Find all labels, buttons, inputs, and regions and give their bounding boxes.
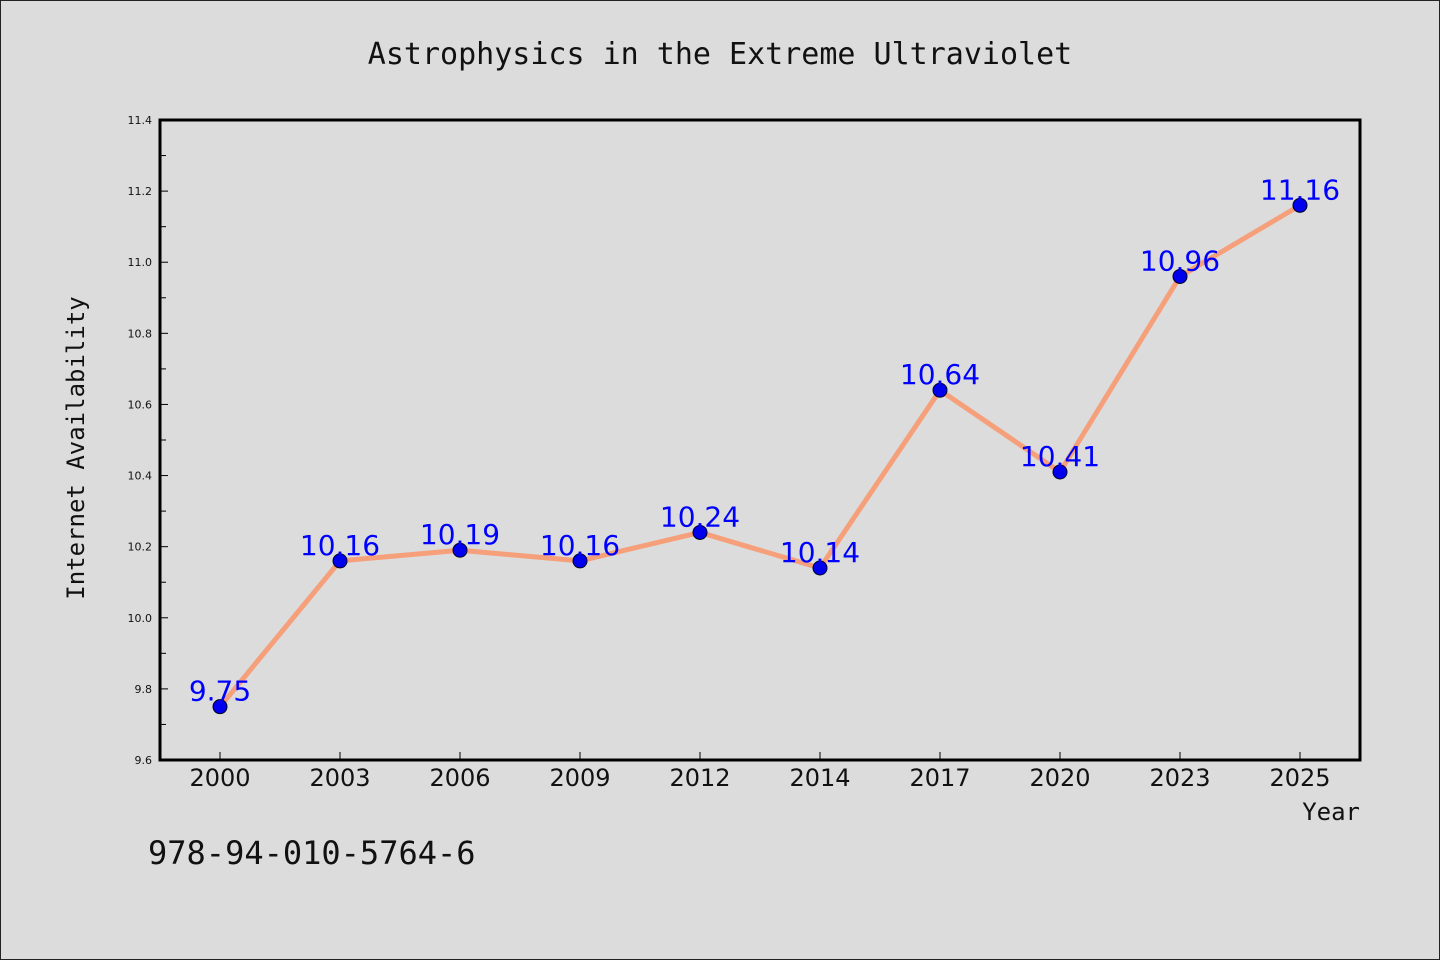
x-tick-label: 2012 [669, 764, 730, 792]
data-label: 10.64 [900, 358, 980, 391]
data-label: 10.41 [1020, 440, 1100, 473]
data-point [692, 524, 708, 540]
x-tick-label: 2014 [789, 764, 850, 792]
data-point [332, 553, 348, 569]
x-tick-label: 2000 [189, 764, 250, 792]
x-axis-label: Year [1302, 798, 1360, 826]
data-point [452, 542, 468, 558]
y-tick-label: 9.6 [135, 754, 153, 767]
x-tick-label: 2003 [309, 764, 370, 792]
data-labels: 9.75 10.16 10.19 10.16 10.24 10.14 10.64 10.41 1… [189, 173, 1340, 707]
footer-isbn: 978-94-010-5764-6 [148, 834, 476, 872]
data-label: 11.16 [1260, 173, 1340, 206]
data-label: 10.96 [1140, 244, 1220, 277]
data-label: 9.75 [189, 675, 251, 708]
data-point [572, 553, 588, 569]
x-tick-label: 2023 [1149, 764, 1210, 792]
y-tick-label: 10.2 [128, 541, 153, 554]
x-axis-ticks: 2000 2003 2006 2009 2012 2014 2017 2020 2023 2025 [189, 752, 1331, 792]
y-tick-label: 10.6 [128, 398, 153, 411]
data-label: 10.16 [300, 529, 380, 562]
series-line [218, 203, 1302, 709]
y-tick-label: 10.8 [128, 327, 153, 340]
data-label: 10.16 [540, 529, 620, 562]
y-tick-label: 11.2 [128, 185, 153, 198]
x-tick-label: 2009 [549, 764, 610, 792]
data-label: 10.14 [780, 536, 860, 569]
y-tick-label: 10.0 [128, 612, 153, 625]
y-tick-label: 11.4 [128, 114, 153, 127]
data-label: 10.24 [660, 500, 740, 533]
plot-area [158, 118, 1362, 762]
y-tick-label: 9.8 [135, 683, 153, 696]
data-label: 10.19 [420, 518, 500, 551]
data-point [1172, 268, 1188, 284]
y-axis-ticks: 9.6 9.8 10.0 10.2 10.4 10.6 10.8 11.0 11.2 11.4 [128, 114, 168, 767]
data-point [212, 699, 228, 715]
data-point [1052, 464, 1068, 480]
x-tick-label: 2020 [1029, 764, 1090, 792]
y-axis-label: Internet Availability [62, 296, 90, 599]
x-tick-label: 2025 [1269, 764, 1330, 792]
data-point [812, 560, 828, 576]
y-tick-label: 11.0 [128, 256, 153, 269]
x-tick-label: 2017 [909, 764, 970, 792]
y-tick-label: 10.4 [128, 470, 153, 483]
data-point [1292, 197, 1308, 213]
x-tick-label: 2006 [429, 764, 490, 792]
series-markers [212, 197, 1308, 715]
data-point [932, 382, 948, 398]
chart-title: Astrophysics in the Extreme Ultraviolet [368, 37, 1072, 72]
